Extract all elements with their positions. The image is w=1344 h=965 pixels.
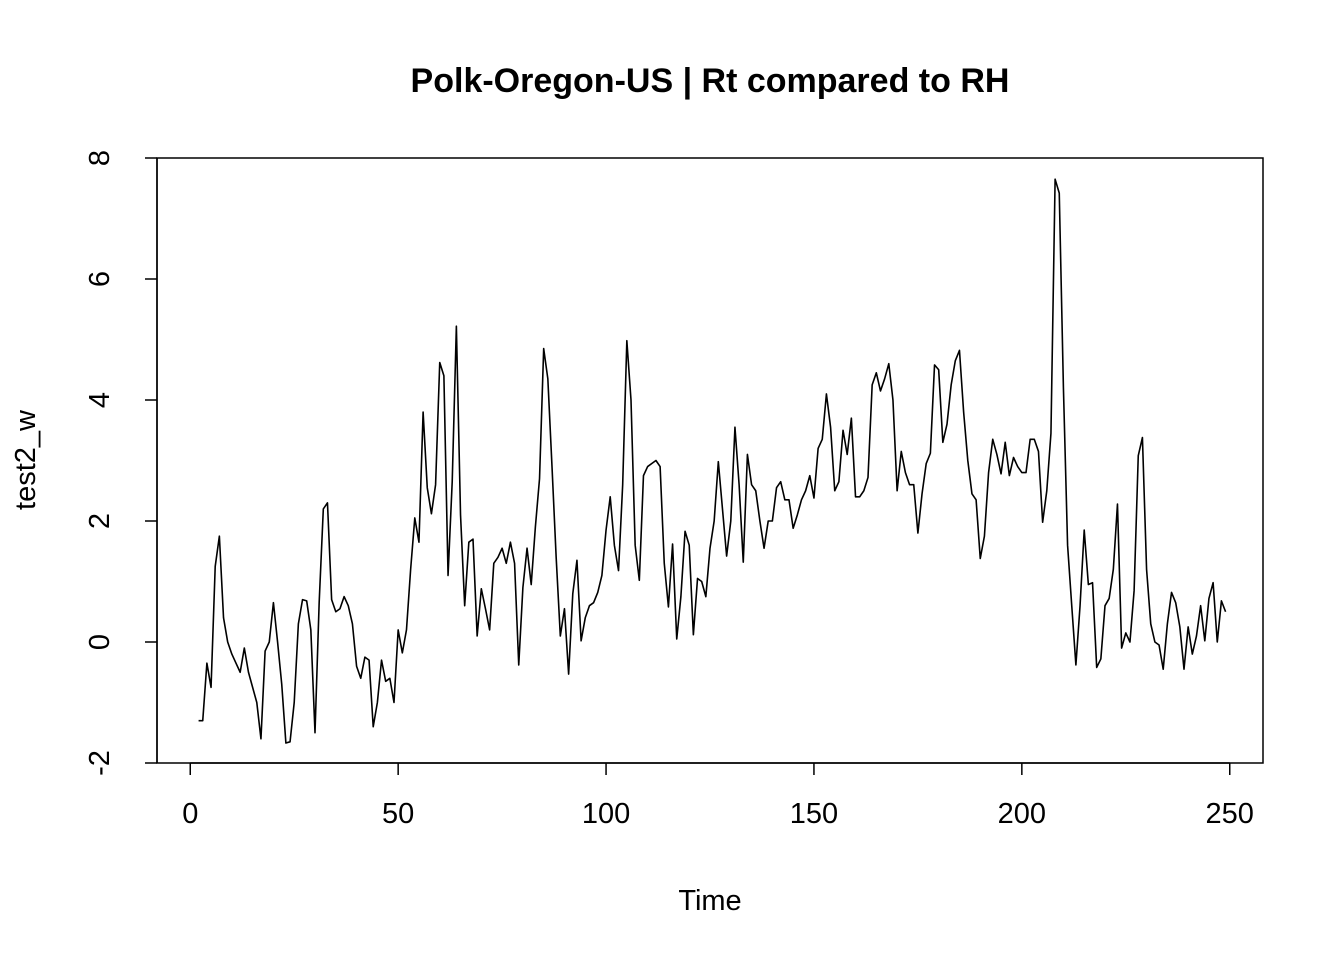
x-axis-label: Time	[678, 885, 741, 917]
x-tick-label: 100	[582, 798, 630, 830]
series-layer	[198, 178, 1227, 744]
x-tick-label: 50	[382, 798, 414, 830]
chart-title: Polk-Oregon-US | Rt compared to RH	[411, 62, 1010, 100]
y-tick-label: 6	[84, 271, 116, 287]
x-tick-label: 150	[790, 798, 838, 830]
series-line-0	[198, 178, 1227, 744]
x-tick-label: 0	[182, 798, 198, 830]
y-tick-label: 2	[84, 513, 116, 529]
plot-frame	[156, 157, 1264, 764]
y-axis-label: test2_w	[10, 409, 42, 510]
y-tick-label: 0	[84, 634, 116, 650]
y-tick-label: 4	[84, 392, 116, 408]
y-axis: -2 0 2 4 6 8	[84, 150, 158, 776]
x-tick-label: 250	[1206, 798, 1254, 830]
x-tick-label: 200	[998, 798, 1046, 830]
y-tick-label: 8	[84, 150, 116, 166]
x-axis: 0 50 100 150 200 250	[182, 762, 1254, 830]
y-tick-label: -2	[84, 750, 116, 776]
